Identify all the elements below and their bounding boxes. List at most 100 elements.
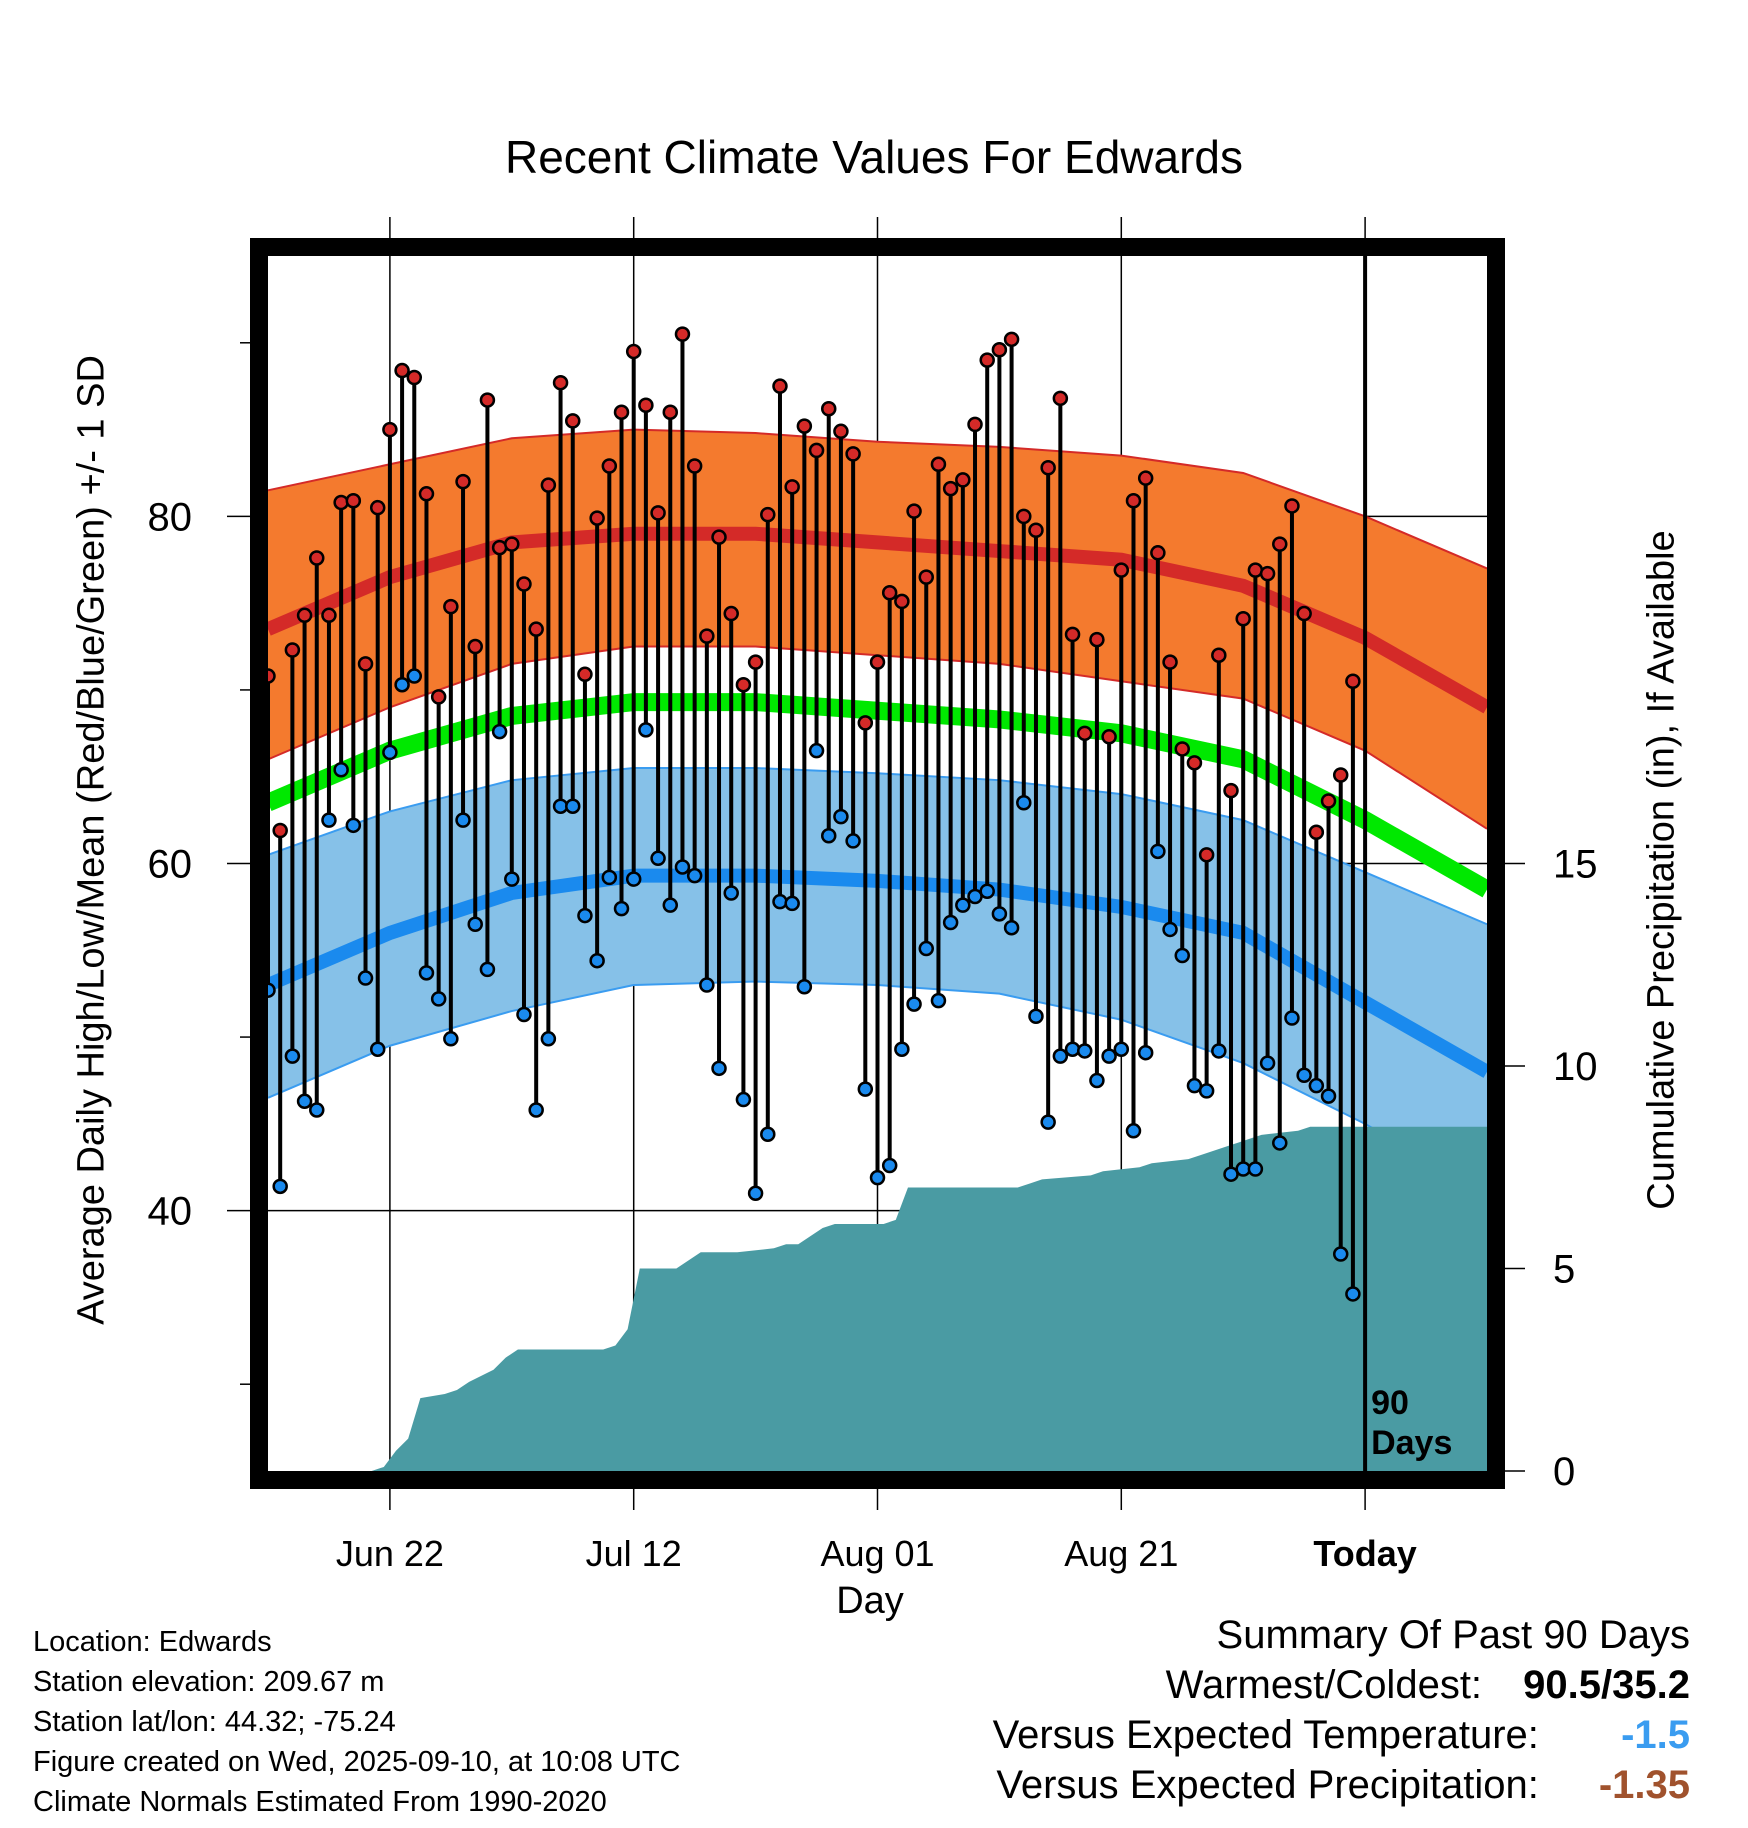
daily-low-point (1003, 919, 1020, 936)
daily-low-point (711, 1060, 727, 1077)
y-axis-label: Average Daily High/Low/Mean (Red/Blue/Gr… (70, 355, 113, 1325)
daily-observation (1101, 729, 1117, 1064)
daily-high-point (723, 605, 739, 622)
daily-high-point (1113, 562, 1130, 578)
daily-high-point (662, 404, 679, 420)
daily-high-point (1345, 673, 1361, 689)
daily-observation (296, 607, 313, 1110)
daily-observation (369, 499, 386, 1057)
daily-high-point (674, 326, 691, 342)
daily-observation (1150, 545, 1166, 860)
daily-observation (1308, 824, 1325, 1094)
daily-observation (979, 352, 995, 900)
today-days-count: 90 (1371, 1384, 1409, 1422)
daily-low-point (467, 916, 483, 932)
daily-observation (491, 539, 508, 740)
daily-high-point (601, 458, 618, 474)
daily-high-point (820, 400, 837, 417)
daily-observation (1345, 673, 1361, 1302)
daily-observation (1332, 767, 1349, 1262)
daily-low-point (1064, 1041, 1081, 1057)
daily-observation (906, 503, 922, 1012)
daily-observation (955, 472, 971, 913)
daily-low-point (1345, 1286, 1361, 1302)
daily-low-point (1089, 1072, 1105, 1089)
daily-low-point (333, 762, 349, 778)
daily-low-point (1296, 1067, 1312, 1084)
daily-high-point (625, 343, 642, 360)
daily-low-point (1259, 1055, 1276, 1071)
daily-observation (674, 326, 691, 875)
daily-high-point (1259, 565, 1276, 582)
daily-observation (638, 397, 654, 738)
x-tick-label: Today (1313, 1533, 1416, 1574)
daily-low-point (1247, 1161, 1264, 1177)
daily-high-point (1235, 611, 1251, 627)
daily-observation (1028, 522, 1044, 1024)
daily-low-point (1162, 921, 1178, 938)
daily-observation (479, 392, 496, 978)
daily-high-point (479, 392, 496, 408)
daily-high-point (894, 593, 910, 610)
daily-high-point (699, 628, 715, 644)
daily-observation (577, 666, 593, 924)
daily-observation (1076, 725, 1093, 1059)
daily-observation (991, 341, 1008, 922)
daily-high-point (967, 416, 983, 433)
daily-high-point (1040, 460, 1056, 476)
daily-observation (1162, 654, 1178, 938)
daily-low-point (930, 992, 947, 1009)
daily-low-point (382, 744, 398, 761)
daily-high-point (991, 341, 1008, 358)
daily-observation (406, 369, 423, 684)
daily-high-point (369, 499, 386, 516)
daily-observation (1211, 647, 1227, 1059)
daily-low-point (1272, 1135, 1288, 1151)
daily-low-point (869, 1169, 886, 1186)
daily-observation (1259, 565, 1276, 1071)
daily-observation (516, 576, 532, 1023)
axes: 40 60 80 0 5 10 15 Jun 22 Jul 12 Aug 01 Aug 21 Toda… (148, 217, 1598, 1574)
daily-observation (309, 550, 325, 1118)
daily-observation (772, 378, 788, 910)
daily-low-point (857, 1081, 874, 1097)
summary-panel: Summary Of Past 90 Days Warmest/Coldest:… (993, 1610, 1690, 1810)
daily-low-point (1076, 1043, 1093, 1059)
daily-low-point (906, 996, 922, 1012)
daily-observation (528, 621, 544, 1118)
x-tick-label: Jul 12 (586, 1533, 682, 1574)
daily-low-point (625, 871, 642, 887)
figure-created: Figure created on Wed, 2025-09-10, at 10… (33, 1746, 681, 1778)
daily-observation (747, 654, 764, 1202)
warmest-coldest-value: 90.5/35.2 (1523, 1663, 1690, 1707)
daily-observation (662, 404, 679, 913)
daily-high-point (321, 607, 337, 624)
daily-high-point (455, 473, 471, 490)
daily-low-point (894, 1041, 910, 1057)
daily-low-point (686, 867, 703, 884)
daily-low-point (808, 742, 825, 759)
daily-observation (784, 479, 800, 912)
precipitation-area (268, 1126, 1487, 1471)
daily-low-point (1101, 1048, 1117, 1064)
daily-low-point (735, 1091, 752, 1108)
daily-observation (565, 413, 581, 814)
high-normal-line (265, 526, 1491, 714)
daily-high-point (577, 666, 593, 683)
daily-low-point (1174, 947, 1190, 964)
daily-high-point (1308, 824, 1325, 841)
temperature-label: Versus Expected Temperature: (992, 1713, 1539, 1757)
daily-high-point (504, 536, 520, 552)
daily-low-point (1125, 1123, 1142, 1139)
daily-observation (723, 605, 739, 901)
daily-low-point (833, 808, 849, 825)
daily-observation (760, 506, 776, 1143)
daily-high-point (430, 689, 447, 705)
daily-high-point (760, 506, 776, 523)
daily-observation (820, 400, 837, 844)
daily-low-point (662, 897, 679, 913)
station-elevation: Station elevation: 209.67 m (33, 1666, 385, 1698)
daily-high-point (1150, 545, 1166, 561)
